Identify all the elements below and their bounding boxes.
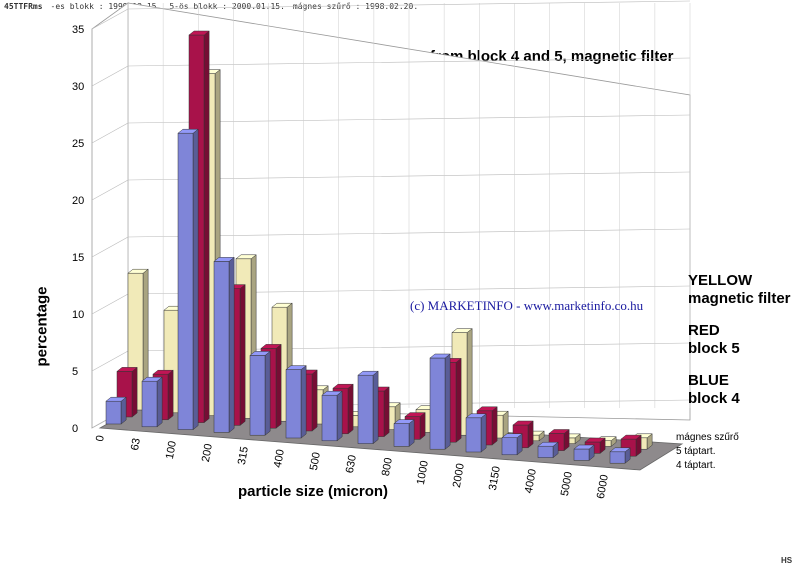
legend-red: RED block 5 — [688, 322, 740, 358]
x-tick-label: 5000 — [559, 471, 575, 497]
x-tick-label: 6000 — [595, 474, 611, 500]
gridline-left — [91, 8, 129, 30]
x-tick-label: 400 — [272, 448, 287, 468]
bar-4-t-ptart--200 — [213, 256, 235, 433]
x-tick-label: 2000 — [451, 462, 467, 488]
bar-4-t-ptart--2000 — [465, 413, 487, 453]
x-axis-label: particle size (micron) — [238, 483, 389, 500]
legend-yellow-line2: magnetic filter — [688, 290, 791, 307]
y-tick-label: 35 — [72, 24, 84, 36]
series-label: mágnes szűrő — [676, 432, 739, 443]
bar-4-t-ptart--4000 — [537, 441, 559, 459]
copyright-note: (c) MARKETINFO - www.marketinfo.co.hu — [410, 298, 644, 313]
x-tick-label: 315 — [236, 446, 251, 466]
legend-yellow-line1: YELLOW — [688, 272, 753, 289]
x-tick-label: 800 — [380, 457, 395, 477]
y-tick-label: 20 — [72, 195, 84, 207]
bar-4-t-ptart--630 — [357, 370, 379, 445]
header-block5: 5-ös blokk : 2000.01.15. — [169, 2, 285, 11]
bar-4-t-ptart--6000 — [609, 447, 631, 464]
x-tick-label: 200 — [200, 443, 215, 463]
bar-4-t-ptart--5000 — [573, 444, 595, 461]
y-tick-label: 15 — [72, 252, 84, 264]
bar-4-t-ptart--315 — [249, 350, 271, 436]
bar-5-t-ptart--0 — [116, 366, 138, 418]
gridline-left — [91, 65, 129, 87]
y-tick-label: 0 — [72, 423, 78, 435]
x-tick-label: 4000 — [523, 468, 539, 494]
gridline-left — [91, 122, 129, 144]
gridline-left — [91, 293, 129, 315]
gridline-left — [91, 236, 129, 258]
gridline-left — [91, 350, 129, 372]
y-axis-label: percentage — [33, 286, 51, 367]
y-tick-label: 30 — [72, 81, 84, 93]
x-tick-label: 63 — [129, 437, 143, 451]
legend-blue-line1: BLUE — [688, 372, 729, 389]
series-label: 5 táptart. — [676, 446, 715, 457]
gridline-left — [91, 179, 129, 201]
legend-red-line1: RED — [688, 322, 720, 339]
x-tick-label: 3150 — [487, 465, 503, 491]
bar-4-t-ptart--400 — [285, 365, 307, 439]
y-tick-label: 5 — [72, 366, 78, 378]
series-label: 4 táptart. — [676, 460, 715, 471]
bar-4-t-ptart--800 — [393, 419, 415, 447]
y-tick-label: 10 — [72, 309, 84, 321]
x-tick-label: 1000 — [415, 460, 431, 486]
x-tick-label: 0 — [94, 434, 107, 442]
x-tick-label: 500 — [308, 451, 323, 471]
x-tick-label: 100 — [164, 440, 179, 460]
footer-initials: HS — [781, 556, 793, 565]
scan-header: 45TTFRms -es blokk : 1999.12.15. 5-ös blok… — [4, 2, 426, 11]
header-filter: mágnes szűrő : 1998.02.20. — [292, 2, 419, 11]
bar-4-t-ptart--1000 — [429, 353, 451, 450]
legend-yellow: YELLOW magnetic filter — [688, 272, 791, 308]
legend-red-line2: block 5 — [688, 340, 740, 357]
y-tick-label: 25 — [72, 138, 84, 150]
header-block4: -es blokk : 1999.12.15. — [50, 2, 162, 11]
legend-blue-line2: block 4 — [688, 390, 740, 407]
x-tick-label: 630 — [344, 454, 359, 474]
left-wall — [91, 2, 129, 429]
header-doc-id: 45TTFRms — [4, 2, 43, 11]
legend-blue: BLUE block 4 — [688, 372, 740, 408]
bar-4-t-ptart--0 — [105, 396, 127, 425]
bar-4-t-ptart--500 — [321, 390, 343, 442]
bar-4-t-ptart--3150 — [501, 433, 523, 456]
bar-4-t-ptart--100 — [177, 128, 199, 431]
bar-4-t-ptart--63 — [141, 376, 163, 428]
